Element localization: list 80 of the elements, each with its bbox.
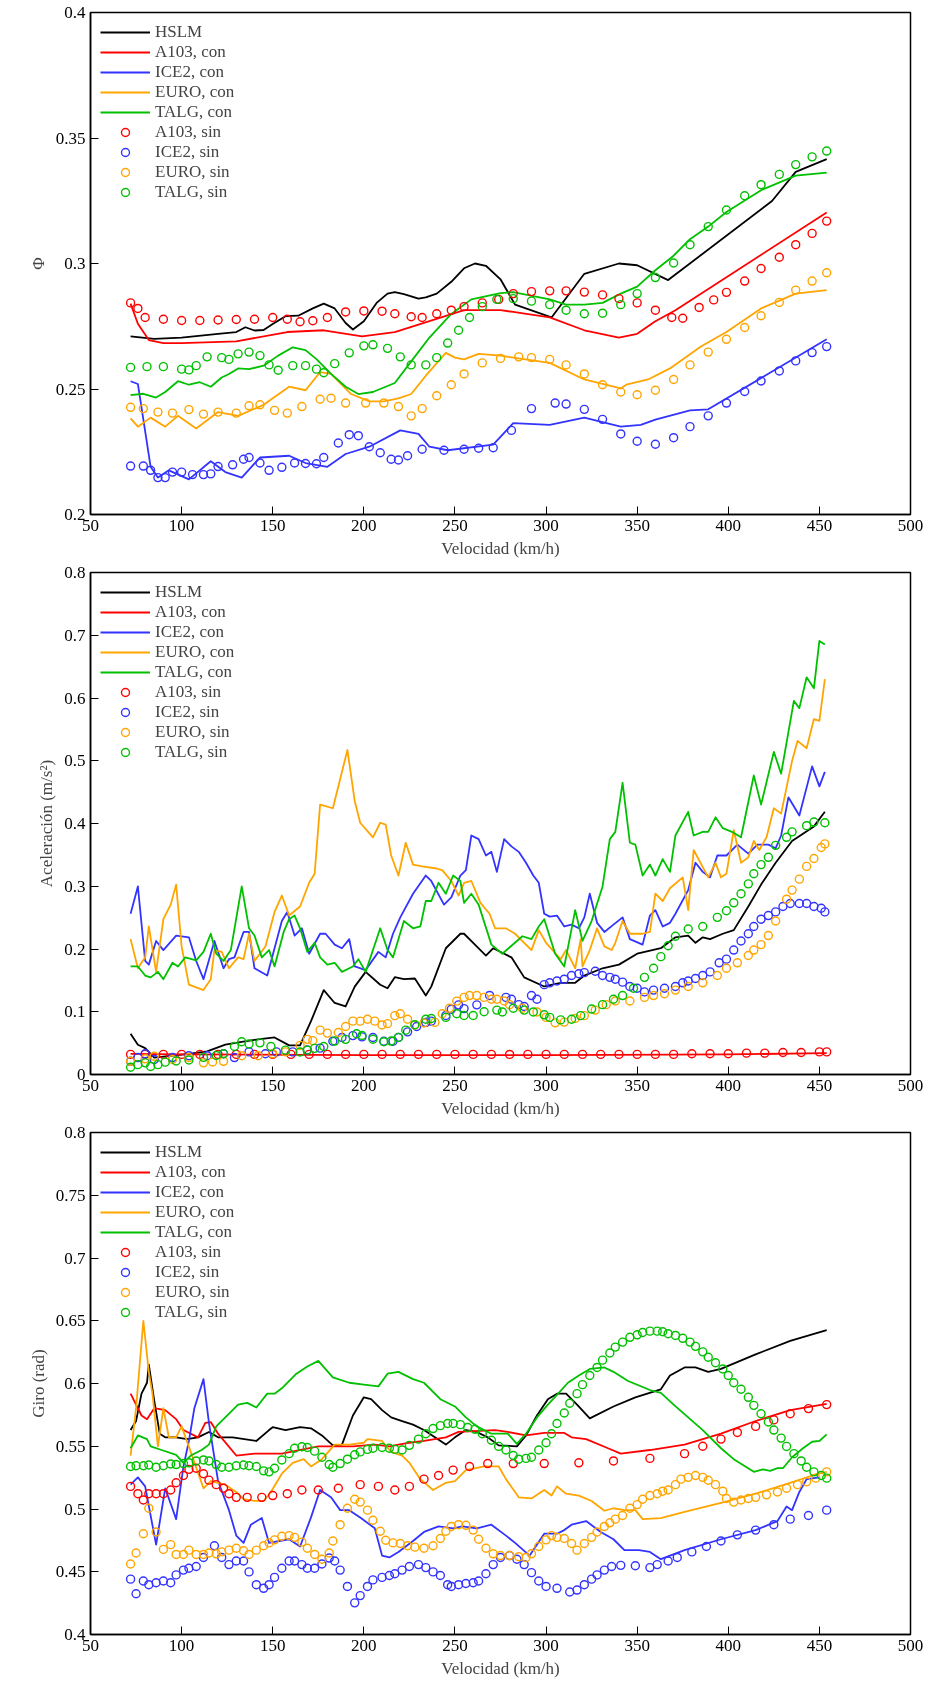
- x-tick-label: 200: [351, 1635, 377, 1655]
- legend-label: HSLM: [155, 22, 203, 42]
- y-tick-label: 0.25: [55, 379, 86, 399]
- x-axis-title: Velocidad (km/h): [441, 1098, 560, 1118]
- x-tick-label: 100: [168, 515, 195, 535]
- legend-label: A103, con: [155, 602, 226, 622]
- x-tick-label: 500: [897, 515, 924, 535]
- x-tick-label: 250: [442, 1075, 468, 1095]
- legend-label: ICE2, sin: [155, 702, 220, 722]
- legend-label: EURO, con: [155, 1202, 235, 1222]
- y-axis-title: Aceleración (m/s²): [37, 759, 57, 888]
- y-tick-label: 0.55: [55, 1436, 86, 1456]
- legend-label: A103, sin: [155, 122, 222, 142]
- legend-label: EURO, sin: [155, 1282, 230, 1302]
- y-axis-title: Giro (rad): [28, 1349, 48, 1418]
- x-tick-label: 150: [259, 1075, 286, 1095]
- legend-label: A103, sin: [155, 682, 222, 702]
- x-tick-label: 200: [351, 515, 377, 535]
- x-tick-label: 500: [897, 1075, 924, 1095]
- x-tick-label: 200: [351, 1075, 377, 1095]
- y-tick-label: 0.8: [64, 563, 86, 582]
- legend-label: HSLM: [155, 582, 203, 602]
- x-tick-label: 250: [442, 515, 468, 535]
- legend-label: A103, con: [155, 42, 226, 62]
- x-tick-label: 450: [806, 1075, 833, 1095]
- x-axis-title: Velocidad (km/h): [441, 1658, 560, 1678]
- x-tick-label: 400: [715, 1075, 742, 1095]
- x-tick-label: 400: [715, 1635, 742, 1655]
- legend-label: EURO, con: [155, 82, 235, 102]
- x-axis-title: Velocidad (km/h): [441, 538, 560, 558]
- y-tick-label: 0.3: [64, 254, 86, 273]
- legend-label: TALG, sin: [155, 182, 228, 202]
- y-tick-label: 0.6: [64, 688, 86, 708]
- legend-label: ICE2, sin: [155, 1262, 220, 1282]
- x-tick-label: 350: [624, 1075, 650, 1095]
- legend-label: EURO, con: [155, 642, 235, 662]
- legend-label: TALG, con: [155, 662, 233, 682]
- y-tick-label: 0.4: [64, 3, 86, 22]
- x-tick-label: 300: [533, 1075, 559, 1095]
- y-tick-label: 0.7: [64, 1248, 86, 1268]
- legend-label: EURO, sin: [155, 162, 230, 182]
- y-tick-label: 0.5: [64, 751, 86, 771]
- y-tick-label: 0.45: [55, 1562, 86, 1582]
- y-tick-label: 0.5: [64, 1499, 86, 1519]
- legend-label: TALG, sin: [155, 742, 228, 762]
- y-tick-label: 0.35: [55, 128, 86, 148]
- legend-label: HSLM: [155, 1142, 203, 1162]
- y-tick-label: 0.8: [64, 1123, 86, 1142]
- legend-label: A103, con: [155, 1162, 226, 1182]
- x-tick-label: 350: [624, 515, 650, 535]
- legend-label: TALG, con: [155, 102, 233, 122]
- x-tick-label: 500: [897, 1635, 924, 1655]
- legend-label: ICE2, sin: [155, 142, 220, 162]
- x-tick-label: 150: [259, 1635, 286, 1655]
- x-tick-label: 250: [442, 1635, 468, 1655]
- x-tick-label: 450: [806, 1635, 833, 1655]
- legend-label: EURO, sin: [155, 722, 230, 742]
- x-tick-label: 300: [533, 515, 559, 535]
- legend-label: A103, sin: [155, 1242, 222, 1262]
- x-tick-label: 400: [715, 515, 742, 535]
- x-tick-label: 300: [533, 1635, 559, 1655]
- x-tick-label: 350: [624, 1635, 650, 1655]
- y-tick-label: 0.6: [64, 1374, 86, 1393]
- legend-label: TALG, sin: [155, 1302, 228, 1322]
- y-tick-label: 0.2: [64, 939, 86, 959]
- y-tick-label: 0.1: [64, 1002, 86, 1022]
- y-tick-label: 0.7: [64, 625, 86, 645]
- x-tick-label: 450: [806, 515, 833, 535]
- y-tick-label: 0.75: [55, 1185, 86, 1205]
- x-tick-label: 100: [168, 1635, 195, 1655]
- legend-label: ICE2, con: [155, 622, 224, 642]
- legend-label: TALG, con: [155, 1222, 233, 1242]
- legend-label: ICE2, con: [155, 1182, 224, 1202]
- y-tick-label: 0.4: [64, 814, 86, 833]
- y-tick-label: 0.65: [55, 1311, 86, 1331]
- y-axis-title: Φ: [28, 257, 48, 270]
- legend-label: ICE2, con: [155, 62, 224, 82]
- x-tick-label: 150: [259, 515, 286, 535]
- y-tick-label: 0.3: [64, 876, 86, 896]
- x-tick-label: 100: [168, 1075, 195, 1095]
